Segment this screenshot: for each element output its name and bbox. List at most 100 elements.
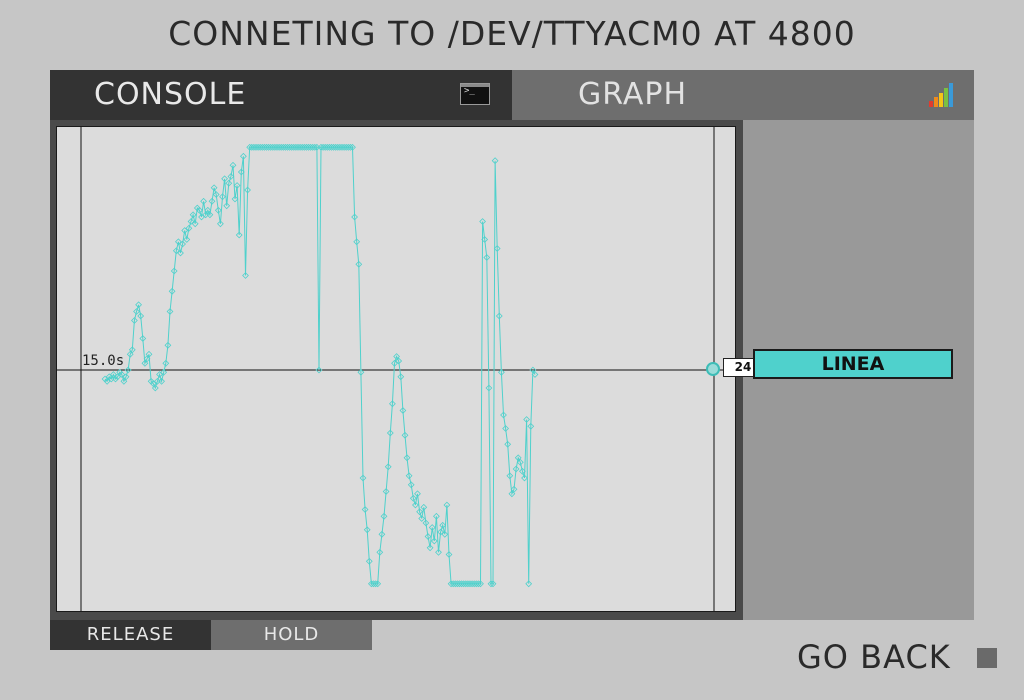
data-point (181, 227, 189, 234)
data-point (368, 580, 375, 588)
data-point (372, 580, 379, 588)
data-point (317, 143, 325, 151)
data-point (498, 368, 505, 376)
data-point (328, 143, 335, 151)
data-point (235, 231, 243, 239)
data-point (219, 193, 226, 201)
data-point (344, 143, 352, 151)
graph-plot-area (56, 126, 736, 612)
data-point (470, 580, 478, 588)
release-button[interactable]: RELEASE (50, 620, 211, 650)
data-point (525, 580, 533, 588)
data-point (170, 267, 178, 275)
data-point (414, 490, 421, 498)
data-point (110, 371, 117, 378)
data-point (101, 375, 109, 383)
data-point (183, 236, 191, 243)
data-point (175, 238, 182, 246)
data-point (191, 220, 199, 228)
data-point (168, 287, 176, 295)
data-point (435, 548, 442, 556)
data-point (252, 143, 260, 151)
terminal-icon: >_ (460, 83, 490, 105)
tab-graph[interactable]: GRAPH (512, 70, 974, 120)
data-point (355, 260, 363, 268)
data-point (275, 143, 283, 151)
data-point (177, 249, 184, 257)
data-point (418, 515, 426, 522)
hold-button[interactable]: HOLD (211, 620, 372, 650)
data-point (258, 143, 266, 151)
data-point (477, 580, 484, 588)
data-point (430, 537, 438, 545)
data-point (162, 359, 170, 367)
time-scale-label: 15.0s (82, 353, 125, 369)
data-point (158, 377, 165, 385)
data-point (309, 143, 317, 151)
data-point (464, 580, 472, 588)
data-point (214, 206, 222, 214)
data-point (221, 175, 228, 183)
data-point (493, 245, 501, 252)
data-point (397, 373, 405, 381)
go-back-square-icon[interactable] (977, 648, 997, 668)
data-point (284, 143, 291, 151)
data-point (126, 350, 134, 358)
data-point (114, 373, 121, 381)
data-point (292, 143, 300, 151)
data-point (508, 490, 516, 498)
data-point (491, 157, 499, 165)
data-point (386, 429, 394, 437)
go-back-button[interactable]: GO BACK (797, 638, 951, 676)
data-point (120, 377, 128, 385)
data-point (193, 204, 201, 212)
data-point (298, 143, 306, 151)
data-point (472, 580, 480, 588)
data-point (244, 186, 251, 194)
data-point (483, 254, 491, 261)
data-point (443, 501, 451, 509)
data-point (382, 488, 390, 495)
data-point (116, 368, 124, 376)
data-point (223, 202, 231, 210)
value-cursor-handle[interactable] (705, 361, 721, 377)
data-point (510, 485, 518, 493)
data-point (133, 308, 140, 315)
data-point (439, 521, 447, 529)
data-point (254, 143, 262, 151)
data-point (407, 481, 415, 489)
data-point (374, 580, 382, 588)
data-point (145, 350, 153, 358)
data-point (151, 384, 159, 392)
data-point (489, 580, 497, 588)
data-point (118, 371, 126, 378)
data-point (122, 373, 130, 381)
data-point (103, 377, 111, 385)
data-point (466, 580, 474, 588)
data-point (357, 368, 365, 376)
data-point (420, 503, 428, 511)
data-point (323, 143, 331, 151)
data-point (401, 431, 409, 439)
series-label-linea[interactable]: LINEA (753, 349, 953, 379)
data-point (198, 213, 205, 221)
data-point (212, 191, 220, 198)
data-point (481, 236, 489, 243)
data-point (349, 143, 356, 151)
data-point (128, 346, 136, 354)
data-point (475, 580, 482, 588)
data-point (426, 544, 434, 552)
tab-console[interactable]: CONSOLE >_ (50, 70, 512, 120)
data-point (338, 143, 346, 151)
data-point (384, 463, 392, 471)
data-point (112, 375, 119, 383)
data-point (166, 308, 174, 315)
data-point (514, 454, 522, 462)
data-point (204, 206, 212, 214)
data-point (160, 368, 168, 376)
data-point (361, 506, 369, 513)
data-point (269, 143, 277, 151)
data-point (326, 143, 333, 151)
bar-chart-icon (928, 82, 954, 108)
data-point (237, 168, 245, 176)
